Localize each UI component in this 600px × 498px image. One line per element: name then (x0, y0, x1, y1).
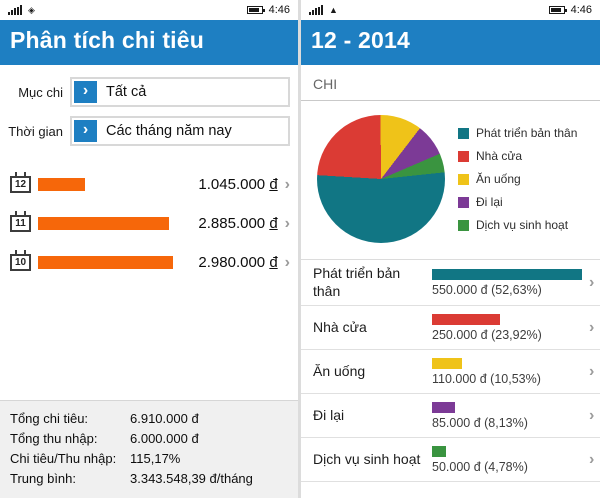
summary-value: 6.910.000 đ (130, 411, 199, 426)
filter-label-time: Thời gian (8, 123, 63, 139)
category-amount: 85.000 đ (8,13%) (432, 415, 528, 430)
screen-expense-analysis: ◈ 4:46 Phân tích chi tiêu Mục chi › Tất … (0, 0, 298, 498)
pie-chart[interactable] (317, 115, 445, 243)
chevron-right-icon: › (589, 273, 595, 291)
page-title: Phân tích chi tiêu (0, 20, 298, 65)
category-row[interactable]: Ăn uống 110.000 đ (10,53%) › (301, 350, 600, 394)
month-list: 12 1.045.000 đ › 11 2.885.000 đ › 10 2.9… (0, 161, 298, 282)
category-row[interactable]: Nhà cửa 250.000 đ (23,92%) › (301, 306, 600, 350)
signal-strength-icon (309, 5, 323, 15)
month-amount: 2.885.000 đ (198, 215, 278, 232)
month-row-11[interactable]: 11 2.885.000 đ › (0, 204, 298, 243)
statusbar-right: ▲ 4:46 (301, 0, 600, 20)
category-dropdown[interactable]: › Tất cả (70, 77, 290, 107)
calendar-icon: 11 (10, 211, 31, 232)
legend-item: Dịch vụ sinh hoạt (458, 218, 577, 232)
network-type-icon: ◈ (28, 4, 35, 15)
month-row-12[interactable]: 12 1.045.000 đ › (0, 165, 298, 204)
page-title: 12 - 2014 (301, 20, 600, 65)
category-row[interactable]: Dịch vụ sinh hoạt 50.000 đ (4,78%) › (301, 438, 600, 482)
category-amount: 50.000 đ (4,78%) (432, 459, 528, 474)
pie-legend: Phát triển bản thân Nhà cửa Ăn uống Đi l… (458, 126, 577, 232)
summary-value: 115,17% (130, 451, 181, 466)
clock-time: 4:46 (570, 4, 592, 16)
filter-section: Mục chi › Tất cả Thời gian › Các tháng n… (0, 65, 298, 161)
legend-swatch (458, 173, 469, 185)
category-list: Phát triển bản thân 550.000 đ (52,63%) ›… (301, 260, 600, 482)
category-bar (432, 268, 582, 280)
category-name: Đi lại (313, 406, 345, 423)
category-bar (432, 401, 456, 413)
legend-item: Phát triển bản thân (458, 126, 577, 140)
category-row[interactable]: Phát triển bản thân 550.000 đ (52,63%) › (301, 260, 600, 306)
summary-label: Tổng chi tiêu: (10, 411, 89, 426)
month-bar (38, 217, 169, 230)
summary-label: Trung bình: (10, 471, 77, 486)
section-label-chi: CHI (301, 65, 600, 101)
summary-value: 6.000.000 đ (130, 431, 199, 446)
screen-month-detail: ▲ 4:46 12 - 2014 CHI Phát triển bản thân… (301, 0, 600, 498)
category-row[interactable]: Đi lại 85.000 đ (8,13%) › (301, 394, 600, 438)
legend-item: Đi lại (458, 195, 577, 209)
month-amount: 1.045.000 đ (198, 176, 278, 193)
time-dropdown-value: Các tháng năm nay (106, 123, 232, 139)
chevron-right-icon: › (284, 253, 290, 271)
category-bar (432, 313, 501, 325)
category-name: Phát triển bản thân (313, 265, 401, 299)
category-name: Ăn uống (313, 362, 366, 379)
chevron-right-icon: › (589, 450, 595, 468)
calendar-icon: 12 (10, 172, 31, 193)
category-name: Nhà cửa (313, 318, 367, 335)
chevron-right-icon: › (284, 175, 290, 193)
battery-icon (548, 6, 567, 14)
month-bar (38, 178, 86, 191)
category-bar (432, 445, 446, 457)
summary-panel: Tổng chi tiêu: 6.910.000 đ Tổng thu nhập:… (0, 400, 298, 498)
statusbar-left: ◈ 4:46 (0, 0, 298, 20)
legend-swatch (458, 150, 469, 162)
signal-strength-icon (8, 5, 22, 15)
time-dropdown[interactable]: › Các tháng năm nay (70, 116, 290, 146)
dropdown-arrow-icon: › (74, 120, 97, 142)
filter-label-category: Mục chi (18, 84, 63, 100)
summary-label: Tổng thu nhập: (10, 431, 98, 446)
category-bar (432, 357, 462, 369)
pie-chart-section: Phát triển bản thân Nhà cửa Ăn uống Đi l… (301, 101, 600, 260)
legend-swatch (458, 219, 469, 231)
battery-icon (246, 6, 265, 14)
chevron-right-icon: › (284, 214, 290, 232)
dropdown-arrow-icon: › (74, 81, 97, 103)
month-row-10[interactable]: 10 2.980.000 đ › (0, 243, 298, 282)
category-dropdown-value: Tất cả (106, 84, 147, 100)
summary-label: Chi tiêu/Thu nhập: (10, 451, 117, 466)
legend-item: Nhà cửa (458, 149, 577, 163)
calendar-icon: 10 (10, 250, 31, 271)
chevron-right-icon: › (589, 406, 595, 424)
summary-value: 3.343.548,39 đ/tháng (130, 471, 253, 486)
clock-time: 4:46 (268, 4, 290, 16)
legend-swatch (458, 127, 469, 139)
month-amount: 2.980.000 đ (198, 254, 278, 271)
month-bar (38, 256, 173, 269)
chevron-right-icon: › (589, 362, 595, 380)
category-name: Dịch vụ sinh hoạt (313, 450, 421, 467)
category-amount: 250.000 đ (23,92%) (432, 327, 542, 342)
legend-swatch (458, 196, 469, 208)
category-amount: 110.000 đ (10,53%) (432, 371, 541, 386)
chevron-right-icon: › (589, 318, 595, 336)
wifi-icon: ▲ (329, 4, 338, 15)
category-amount: 550.000 đ (52,63%) (432, 282, 542, 297)
legend-item: Ăn uống (458, 172, 577, 186)
